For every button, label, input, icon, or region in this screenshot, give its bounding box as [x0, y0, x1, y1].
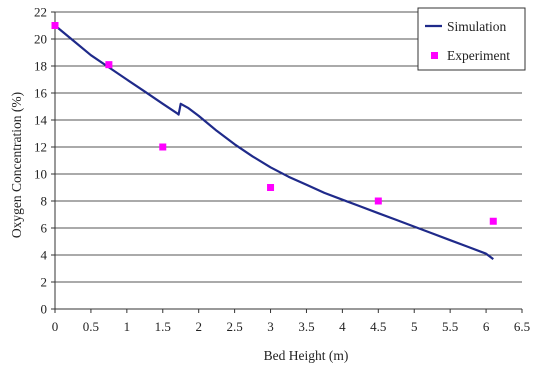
- experiment-point: [159, 143, 167, 151]
- y-tick-label: 22: [34, 5, 47, 20]
- x-tick-label: 1.5: [155, 319, 171, 334]
- y-tick-label: 4: [41, 248, 48, 263]
- plot-series: [51, 22, 497, 260]
- experiment-point: [489, 217, 497, 225]
- legend-experiment-swatch: [431, 52, 438, 59]
- x-tick-label: 5.5: [442, 319, 458, 334]
- x-tick-label: 3.5: [298, 319, 314, 334]
- x-axis-title: Bed Height (m): [264, 348, 349, 363]
- simulation-line: [54, 24, 494, 260]
- y-tick-label: 14: [34, 113, 48, 128]
- x-tick-label: 2: [195, 319, 202, 334]
- x-tick-label: 5: [411, 319, 418, 334]
- y-tick-label: 6: [41, 221, 48, 236]
- experiment-point: [51, 22, 59, 29]
- x-tick-label: 2.5: [226, 319, 242, 334]
- x-tick-label: 4.5: [370, 319, 386, 334]
- x-tick-labels: 0 0.5 1 1.5 2 2.5 3 3.5 4 4.5 5 5.5 6 6.5: [52, 319, 530, 334]
- y-tick-label: 20: [34, 32, 47, 47]
- x-tick-label: 1: [124, 319, 131, 334]
- legend: Simulation Experiment: [417, 7, 526, 71]
- legend-simulation-label: Simulation: [447, 19, 507, 34]
- legend-experiment-label: Experiment: [447, 48, 510, 63]
- y-tick-label: 18: [34, 59, 47, 74]
- y-tick-label: 8: [41, 194, 48, 209]
- y-tick-labels: 0 2 4 6 8 10 12 14 16 18 20 22: [34, 5, 48, 317]
- x-tick-label: 6.5: [514, 319, 530, 334]
- y-tick-label: 16: [34, 86, 48, 101]
- experiment-point: [105, 61, 113, 69]
- x-tick-label: 3: [267, 319, 274, 334]
- experiment-point: [374, 197, 382, 205]
- x-tick-label: 0.5: [83, 319, 99, 334]
- y-tick-label: 10: [34, 167, 47, 182]
- x-tick-label: 4: [339, 319, 346, 334]
- y-tick-label: 0: [41, 302, 48, 317]
- y-tick-label: 12: [34, 140, 47, 155]
- legend-box: [417, 7, 526, 71]
- experiment-point: [267, 184, 275, 191]
- y-tick-label: 2: [41, 275, 48, 290]
- y-axis-title: Oxygen Concentration (%): [9, 92, 24, 238]
- x-tick-label: 0: [52, 319, 59, 334]
- axes: [51, 11, 523, 313]
- x-tick-label: 6: [483, 319, 490, 334]
